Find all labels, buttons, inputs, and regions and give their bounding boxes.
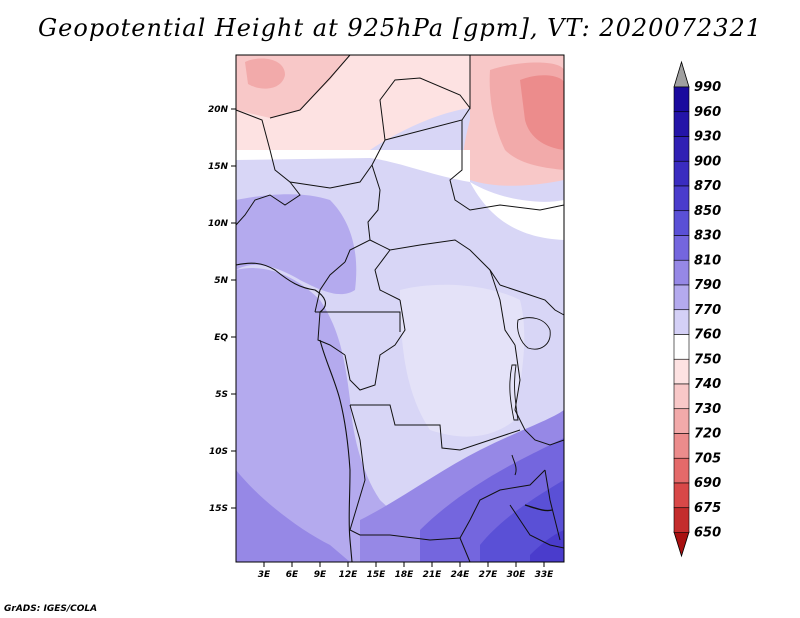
country-borders xyxy=(235,54,565,563)
colorbar-label: 960 xyxy=(694,105,721,120)
map-panel xyxy=(235,54,565,563)
colorbar-swatch xyxy=(673,284,690,311)
colorbar-label: 810 xyxy=(694,253,721,268)
colorbar-label: 850 xyxy=(694,204,721,219)
colorbar-label: 740 xyxy=(694,377,721,392)
colorbar-swatch xyxy=(673,433,690,459)
field-810-gulf xyxy=(236,194,357,295)
field-830-sw xyxy=(236,470,350,562)
lon-axis: 3E 6E 9E 12E 15E 18E 21E 24E 27E 30E 33E xyxy=(258,562,554,580)
colorbar-swatch xyxy=(673,482,690,509)
lon-label: 3E xyxy=(258,570,271,580)
colorbar-label: 930 xyxy=(694,130,721,145)
colorbar-label: 720 xyxy=(694,427,721,442)
lat-label: 15S xyxy=(209,504,228,514)
lon-label: 9E xyxy=(314,570,327,580)
map-title: Geopotential Height at 925hPa [gpm], VT:… xyxy=(38,14,762,42)
lon-label: 18E xyxy=(395,570,415,580)
colorbar-swatch xyxy=(673,86,690,113)
field-900-se xyxy=(530,530,564,562)
colorbar-swatch xyxy=(673,185,690,212)
field-810-west xyxy=(236,268,440,562)
colorbar-swatch xyxy=(673,383,690,410)
lon-label: 24E xyxy=(451,570,471,580)
colorbar-label: 900 xyxy=(694,154,721,169)
lat-label: 5S xyxy=(215,390,228,400)
colorbar-swatch xyxy=(673,334,690,360)
colorbar-swatch xyxy=(673,136,690,162)
colorbar-bottom-arrow xyxy=(673,531,690,558)
colorbar-swatch xyxy=(673,457,690,484)
colorbar-swatch xyxy=(673,111,690,137)
colorbar-swatch xyxy=(673,235,690,261)
colorbar-label: 870 xyxy=(694,179,721,194)
colorbar-swatch xyxy=(673,507,690,533)
lon-label: 33E xyxy=(535,570,555,580)
lat-axis: 20N 15N 10N 5N EQ 5S 10S 15S xyxy=(208,105,236,514)
field-760 xyxy=(236,150,470,182)
lat-label: 20N xyxy=(208,105,229,115)
colorbar-label: 830 xyxy=(694,229,721,244)
field-790-center xyxy=(400,284,525,437)
lon-label: 15E xyxy=(367,570,387,580)
lon-label: 27E xyxy=(479,570,499,580)
colorbar-swatch xyxy=(673,358,690,385)
colorbar-swatch xyxy=(673,210,690,236)
grads-credit: GrADS: IGES/COLA xyxy=(4,604,98,614)
lat-label: 15N xyxy=(208,162,229,172)
colorbar-swatch xyxy=(673,259,690,286)
colorbar-label: 760 xyxy=(694,328,721,343)
field-720-ne xyxy=(520,75,564,150)
field-730-nw xyxy=(245,58,285,89)
lat-label: 10N xyxy=(208,219,229,229)
field-760-e xyxy=(470,182,564,240)
colorbar-label: 690 xyxy=(694,476,721,491)
colorbar-label: 730 xyxy=(694,402,721,417)
lon-label: 21E xyxy=(423,570,443,580)
colorbar: 990 960 930 900 870 850 830 810 790 770 760 750 740 7… xyxy=(673,60,721,558)
colorbar-label: 750 xyxy=(694,352,721,367)
lat-label: EQ xyxy=(214,333,228,343)
lon-label: 6E xyxy=(286,570,299,580)
colorbar-label: 990 xyxy=(694,80,721,95)
colorbar-top-arrow xyxy=(673,60,690,88)
colorbar-label: 675 xyxy=(694,501,721,516)
colorbar-label: 650 xyxy=(694,526,721,541)
colorbar-swatch xyxy=(673,408,690,434)
colorbar-swatch xyxy=(673,309,690,335)
colorbar-label: 770 xyxy=(694,303,721,318)
lat-label: 10S xyxy=(209,447,228,457)
colorbar-label: 705 xyxy=(694,451,721,466)
colorbar-swatch xyxy=(673,160,690,187)
lon-label: 12E xyxy=(339,570,359,580)
colorbar-label: 790 xyxy=(694,278,721,293)
lat-label: 5N xyxy=(214,276,228,286)
lon-label: 30E xyxy=(507,570,527,580)
